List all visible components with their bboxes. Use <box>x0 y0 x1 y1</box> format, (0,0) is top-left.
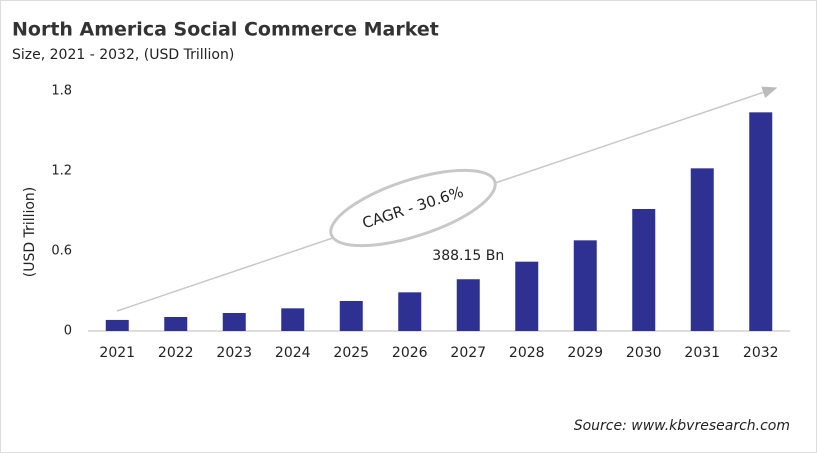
x-tick-label: 2032 <box>743 345 779 361</box>
bar <box>339 301 363 331</box>
bar <box>164 317 188 331</box>
bar <box>456 279 480 331</box>
x-tick-label: 2025 <box>333 345 369 361</box>
x-tick-label: 2021 <box>99 345 135 361</box>
y-tick-label: 1.8 <box>51 84 72 99</box>
y-axis-label: (USD Trillion) <box>22 187 38 278</box>
chart-title: North America Social Commerce Market <box>12 19 439 41</box>
value-label: 388.15 Bn <box>432 248 504 264</box>
bar <box>222 313 246 331</box>
x-tick-label: 2024 <box>275 345 311 361</box>
x-tick-label: 2029 <box>567 345 603 361</box>
bar <box>749 112 773 331</box>
bar <box>573 240 597 331</box>
x-tick-label: 2022 <box>158 345 194 361</box>
bar <box>690 168 714 331</box>
y-tick-label: 0.6 <box>51 244 72 259</box>
x-tick-label: 2031 <box>684 345 720 361</box>
bar <box>281 308 305 331</box>
bar <box>632 209 656 331</box>
x-tick-label: 2026 <box>392 345 428 361</box>
bar <box>398 292 422 331</box>
source: Source: www.kbvresearch.com <box>574 418 790 434</box>
x-tick-label: 2023 <box>216 345 252 361</box>
x-tick-label: 2030 <box>626 345 662 361</box>
bar <box>515 261 539 331</box>
y-tick-label: 0 <box>64 324 72 339</box>
chart-subtitle: Size, 2021 - 2032, (USD Trillion) <box>12 47 234 63</box>
x-tick-label: 2028 <box>509 345 545 361</box>
cagr-ellipse <box>329 168 497 248</box>
y-tick-label: 1.2 <box>51 164 72 179</box>
bar <box>105 319 129 331</box>
x-tick-label: 2027 <box>450 345 486 361</box>
